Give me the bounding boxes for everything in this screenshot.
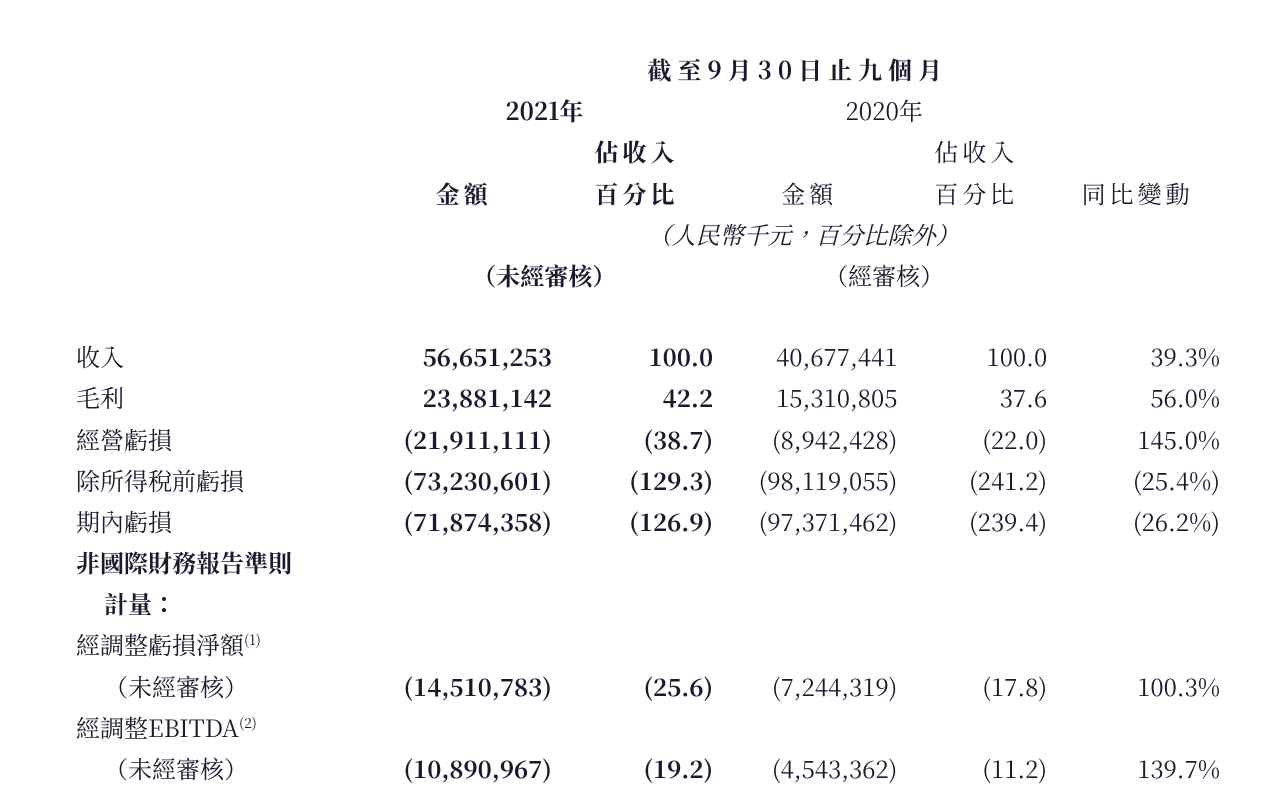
cell-amt21: (21,911,111) — [372, 418, 556, 459]
row-non-ifrs-heading-2: 計量： — [72, 582, 1224, 623]
cell-amt21: (14,510,783) — [372, 665, 556, 706]
cell-pct20: (239.4) — [901, 500, 1051, 541]
pct21-label-line2: 百分比 — [556, 172, 717, 213]
period-title: 截至9月30日止九個月 — [372, 48, 1224, 89]
adj-ebitda-label: 經調整EBITDA(2) — [72, 706, 372, 747]
header-unit-row: （人民幣千元，百分比除外） — [72, 213, 1224, 254]
row-loss-before-tax: 除所得稅前虧損 (73,230,601) (129.3) (98,119,055… — [72, 459, 1224, 500]
pct20-label-line1: 佔收入 — [901, 130, 1051, 171]
header-audit-row: （未經審核） （經審核） — [72, 254, 1224, 295]
row-non-ifrs-heading-1: 非國際財務報告準則 — [72, 541, 1224, 582]
year-2021: 2021年 — [372, 89, 718, 130]
cell-pct21: (126.9) — [556, 500, 717, 541]
cell-amt20: (4,543,362) — [717, 747, 901, 788]
row-label: 經營虧損 — [72, 418, 372, 459]
amount-2021-label: 金額 — [372, 172, 556, 213]
cell-pct21: (19.2) — [556, 747, 717, 788]
financial-table-page: 截至9月30日止九個月 2021年 2020年 佔收入 佔收入 金額 百分比 金… — [0, 0, 1280, 788]
row-adj-net-loss: （未經審核） (14,510,783) (25.6) (7,244,319) (… — [72, 665, 1224, 706]
yoy-change-label: 同比變動 — [1051, 172, 1224, 213]
row-adj-ebitda-label: 經調整EBITDA(2) — [72, 706, 1224, 747]
cell-chg: 100.3% — [1051, 665, 1224, 706]
cell-chg: (26.2%) — [1051, 500, 1224, 541]
row-operating-loss: 經營虧損 (21,911,111) (38.7) (8,942,428) (22… — [72, 418, 1224, 459]
cell-pct21: (25.6) — [556, 665, 717, 706]
cell-amt20: 15,310,805 — [717, 376, 901, 417]
cell-pct20: (22.0) — [901, 418, 1051, 459]
header-period-row: 截至9月30日止九個月 — [72, 48, 1224, 89]
row-loss-for-period: 期內虧損 (71,874,358) (126.9) (97,371,462) (… — [72, 500, 1224, 541]
adj-net-loss-sublabel: （未經審核） — [72, 665, 372, 706]
cell-amt21: 23,881,142 — [372, 376, 556, 417]
pct20-label-line2: 百分比 — [901, 172, 1051, 213]
cell-amt20: (7,244,319) — [717, 665, 901, 706]
pct21-label-line1: 佔收入 — [556, 130, 717, 171]
header-pct-line1: 佔收入 佔收入 — [72, 130, 1224, 171]
adj-net-loss-text: 經調整虧損淨額 — [76, 626, 244, 661]
header-labels-row: 金額 百分比 金額 百分比 同比變動 — [72, 172, 1224, 213]
row-gross-profit: 毛利 23,881,142 42.2 15,310,805 37.6 56.0% — [72, 376, 1224, 417]
cell-chg: 39.3% — [1051, 335, 1224, 376]
cell-amt21: (10,890,967) — [372, 747, 556, 788]
row-adj-ebitda: （未經審核） (10,890,967) (19.2) (4,543,362) (… — [72, 747, 1224, 788]
header-year-row: 2021年 2020年 — [72, 89, 1224, 130]
cell-pct20: 100.0 — [901, 335, 1051, 376]
cell-amt21: 56,651,253 — [372, 335, 556, 376]
row-label: 收入 — [72, 335, 372, 376]
financial-table: 截至9月30日止九個月 2021年 2020年 佔收入 佔收入 金額 百分比 金… — [72, 48, 1224, 788]
adj-net-loss-label: 經調整虧損淨額(1) — [72, 623, 372, 664]
cell-pct21: 100.0 — [556, 335, 717, 376]
year-2020: 2020年 — [717, 89, 1051, 130]
cell-chg: 56.0% — [1051, 376, 1224, 417]
cell-amt20: (8,942,428) — [717, 418, 901, 459]
cell-pct21: (38.7) — [556, 418, 717, 459]
row-label: 期內虧損 — [72, 500, 372, 541]
adj-ebitda-text: 經調整EBITDA — [76, 709, 239, 744]
cell-amt20: (97,371,462) — [717, 500, 901, 541]
non-ifrs-heading-line2: 計量： — [72, 582, 372, 623]
adj-ebitda-sublabel: （未經審核） — [72, 747, 372, 788]
unaudited-label: （未經審核） — [372, 254, 718, 295]
cell-pct20: (241.2) — [901, 459, 1051, 500]
cell-pct20: (17.8) — [901, 665, 1051, 706]
cell-amt20: (98,119,055) — [717, 459, 901, 500]
cell-chg: (25.4%) — [1051, 459, 1224, 500]
adj-ebitda-sup: (2) — [239, 713, 257, 733]
non-ifrs-heading-line1: 非國際財務報告準則 — [72, 541, 372, 582]
amount-2020-label: 金額 — [717, 172, 901, 213]
cell-chg: 139.7% — [1051, 747, 1224, 788]
cell-pct20: 37.6 — [901, 376, 1051, 417]
cell-amt21: (71,874,358) — [372, 500, 556, 541]
row-label: 除所得稅前虧損 — [72, 459, 372, 500]
cell-pct21: (129.3) — [556, 459, 717, 500]
cell-amt20: 40,677,441 — [717, 335, 901, 376]
row-revenue: 收入 56,651,253 100.0 40,677,441 100.0 39.… — [72, 335, 1224, 376]
unit-note: （人民幣千元，百分比除外） — [556, 213, 1051, 254]
cell-chg: 145.0% — [1051, 418, 1224, 459]
audited-label: （經審核） — [717, 254, 1051, 295]
adj-net-loss-sup: (1) — [244, 630, 261, 650]
row-label: 毛利 — [72, 376, 372, 417]
cell-amt21: (73,230,601) — [372, 459, 556, 500]
cell-pct21: 42.2 — [556, 376, 717, 417]
cell-pct20: (11.2) — [901, 747, 1051, 788]
row-adj-net-loss-label: 經調整虧損淨額(1) — [72, 623, 1224, 664]
